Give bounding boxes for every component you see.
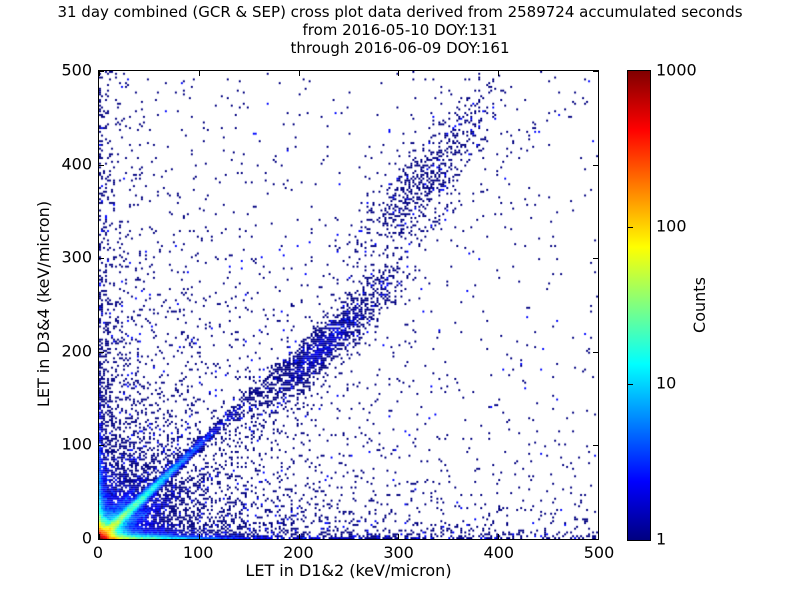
colorbar-tick-label: 10 (656, 373, 677, 393)
axis-tick-mark (99, 71, 100, 76)
axis-tick-mark (99, 445, 104, 447)
x-axis-tick-labels: 0 100 200 300 400 500 (93, 543, 614, 563)
y-tick-label: 300 (61, 247, 92, 267)
x-tick-label: 0 (92, 543, 104, 562)
y-tick-label: 400 (61, 154, 92, 174)
axis-tick-mark (298, 534, 300, 539)
chart-title: 31 day combined (GCR & SEP) cross plot d… (0, 3, 800, 57)
x-tick-label: 300 (383, 543, 414, 562)
axis-tick-mark (99, 351, 104, 353)
y-tick-label: 500 (61, 60, 92, 80)
axis-tick-mark (593, 258, 598, 260)
axis-tick-mark (198, 534, 200, 539)
axis-tick-mark (498, 534, 500, 539)
chart-title-line2: from 2016-05-10 DOY:131 (302, 21, 498, 39)
axis-tick-mark (498, 71, 500, 76)
x-tick-label: 100 (182, 543, 214, 562)
axis-tick-mark (398, 71, 400, 76)
axis-tick-mark (298, 71, 300, 76)
y-tick-label: 200 (61, 341, 92, 361)
x-tick-label: 400 (483, 543, 515, 562)
axis-tick-mark (99, 539, 104, 540)
colorbar-tick-mark (628, 383, 633, 385)
axis-tick-mark (198, 71, 200, 76)
colorbar (627, 70, 651, 541)
axis-tick-mark (593, 351, 598, 353)
y-axis-tick-labels: 500 400 300 200 100 0 (30, 61, 92, 548)
axis-tick-mark (598, 534, 599, 539)
axis-tick-mark (99, 534, 100, 539)
axis-tick-mark (593, 164, 598, 166)
colorbar-tick-mark (628, 227, 633, 229)
axis-tick-mark (598, 71, 599, 76)
x-tick-label: 500 (583, 543, 615, 562)
axis-tick-mark (99, 258, 104, 260)
axis-tick-mark (99, 71, 104, 72)
y-axis-label: LET in D3&4 (keV/micron) (34, 200, 53, 408)
colorbar-label: Counts (690, 277, 709, 333)
colorbar-tick-label: 1000 (656, 60, 697, 80)
axis-tick-mark (593, 445, 598, 447)
y-tick-label: 100 (61, 434, 92, 454)
plot-area (98, 70, 599, 540)
x-tick-label: 200 (283, 543, 314, 562)
chart-title-line1: 31 day combined (GCR & SEP) cross plot d… (57, 3, 743, 21)
y-tick-label: 0 (81, 528, 92, 548)
axis-tick-mark (593, 539, 598, 540)
colorbar-tick-label: 100 (656, 216, 687, 236)
plot-canvas (99, 71, 598, 539)
x-axis-label: LET in D1&2 (keV/micron) (245, 561, 452, 580)
colorbar-tick-labels: 1000 100 10 1 (656, 61, 706, 549)
axis-tick-mark (593, 71, 598, 72)
axis-tick-mark (99, 164, 104, 166)
chart-title-line3: through 2016-06-09 DOY:161 (290, 39, 510, 57)
colorbar-tick-label: 1 (656, 529, 667, 549)
axis-tick-mark (398, 534, 400, 539)
